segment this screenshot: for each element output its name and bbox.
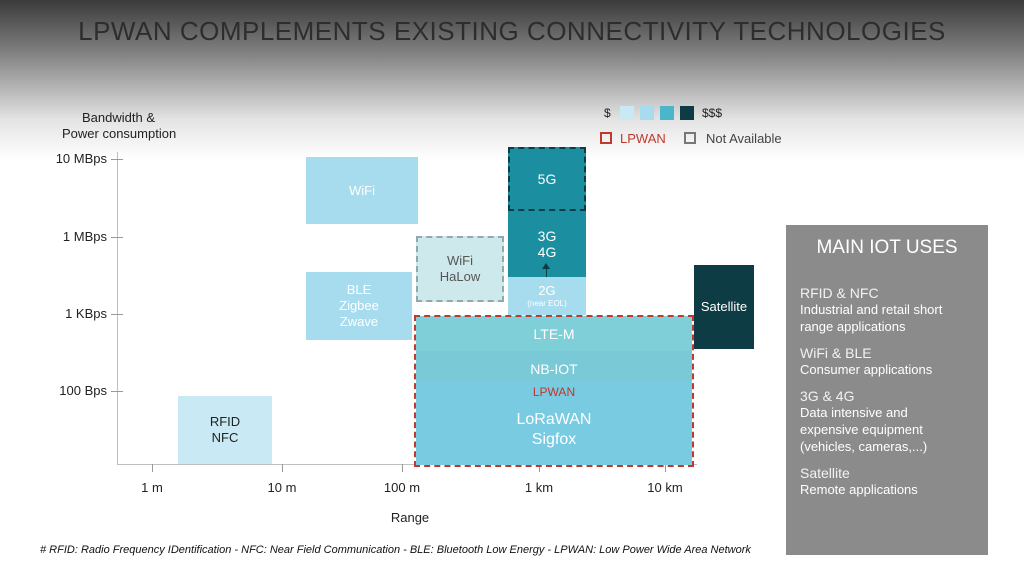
lpwan-outline (414, 315, 694, 467)
y-axis-label-line2: Power consumption (62, 126, 177, 141)
x-tick-mark (539, 464, 540, 472)
nb-iot-label: NB-IOT (530, 361, 578, 377)
x-tick-mark (665, 464, 666, 472)
satellite-box: Satellite (694, 265, 754, 349)
y-tick-mark (111, 237, 123, 238)
x-axis-line (117, 464, 697, 465)
5g-box: 5G (508, 147, 586, 211)
lora-sigfox-box: LoRaWAN Sigfox (416, 381, 692, 465)
2g-box: 2G (near EOL) (508, 277, 586, 315)
ble-box: BLE Zigbee Zwave (306, 272, 412, 340)
use-wifi-title: WiFi & BLE (800, 345, 872, 361)
y-tick-10mbps: 10 MBps (55, 151, 107, 166)
rfid-label: RFID (209, 414, 241, 429)
x-tick-10m: 10 m (267, 480, 297, 495)
legend-swatch-3 (660, 106, 674, 120)
y-tick-mark (111, 159, 123, 160)
use-3g4g-title: 3G & 4G (800, 388, 855, 404)
legend-not-available-label: Not Available (706, 131, 782, 146)
y-tick-mark (111, 314, 123, 315)
y-tick-1kbps: 1 KBps (65, 306, 107, 321)
use-rfid-desc-1: Industrial and retail short (800, 302, 943, 317)
sigfox-label: Sigfox (531, 431, 577, 448)
y-tick-100bps: 100 Bps (59, 383, 107, 398)
zigbee-label: Zigbee (339, 298, 379, 313)
main-uses-panel: MAIN IOT USES RFID & NFC Industrial and … (786, 225, 988, 555)
satellite-label: Satellite (700, 299, 748, 314)
nb-iot-box: NB-IOT (416, 351, 692, 381)
2g-label: 2G (538, 283, 556, 298)
y-axis-label: Bandwidth & Power consumption (62, 110, 176, 142)
2g-note: (near EOL) (527, 299, 567, 308)
use-rfid-title: RFID & NFC (800, 285, 879, 301)
3g-label: 3G (537, 228, 557, 244)
lorawan-label: LoRaWAN (516, 411, 592, 428)
lte-m-label: LTE-M (533, 325, 575, 342)
x-tick-1km: 1 km (524, 480, 554, 495)
y-tick-1mbps: 1 MBps (62, 229, 107, 244)
legend-cost-low: $ (604, 106, 611, 120)
4g-label: 4G (537, 244, 557, 260)
ble-label: BLE (346, 282, 372, 297)
y-tick-mark (111, 391, 123, 392)
legend-not-available-marker (684, 132, 696, 144)
page-title: LPWAN COMPLEMENTS EXISTING CONNECTIVITY … (78, 16, 946, 46)
legend-lpwan-marker (600, 132, 612, 144)
y-axis-label-line1: Bandwidth & (82, 110, 155, 125)
upgrade-arrow-head (542, 263, 550, 269)
x-tick-100m: 100 m (383, 480, 421, 495)
x-tick-mark (152, 464, 153, 472)
legend-lpwan-label: LPWAN (620, 131, 666, 146)
5g-label: 5G (537, 171, 557, 187)
x-tick-mark (282, 464, 283, 472)
zwave-label: Zwave (339, 314, 379, 329)
upgrade-arrow (546, 266, 547, 282)
legend-swatch-1 (620, 106, 634, 120)
footnote: # RFID: Radio Frequency IDentification -… (40, 544, 751, 556)
header-background (0, 0, 1024, 160)
lte-m-box: LTE-M (416, 316, 692, 351)
wifi-label: WiFi (349, 182, 375, 198)
wifi-halow-label-2: HaLow (439, 269, 481, 284)
use-3g4g-desc-3: (vehicles, cameras,...) (800, 439, 928, 454)
use-rfid-desc-2: range applications (800, 319, 906, 334)
x-tick-1m: 1 m (141, 480, 163, 495)
wifi-box: WiFi (306, 157, 418, 224)
legend-swatch-4 (680, 106, 694, 120)
y-axis-line (117, 152, 118, 464)
lpwan-tag: LPWAN (532, 385, 576, 399)
legend-cost-high: $$$ (702, 106, 723, 120)
legend-swatch-2 (640, 106, 654, 120)
use-3g4g-desc-1: Data intensive and (800, 405, 908, 420)
x-tick-mark (402, 464, 403, 472)
use-3g4g-desc-2: expensive equipment (800, 422, 923, 437)
x-tick-10km: 10 km (647, 480, 683, 495)
nfc-label: NFC (211, 430, 239, 445)
wifi-halow-label-1: WiFi (447, 253, 473, 268)
rfid-box: RFID NFC (178, 396, 272, 464)
use-satellite-title: Satellite (800, 465, 850, 481)
use-satellite-desc-1: Remote applications (800, 482, 918, 497)
x-axis-label: Range (390, 510, 430, 525)
wifi-halow-box: WiFi HaLow (416, 236, 504, 302)
use-wifi-desc-1: Consumer applications (800, 362, 933, 377)
main-uses-heading: MAIN IOT USES (816, 237, 958, 258)
